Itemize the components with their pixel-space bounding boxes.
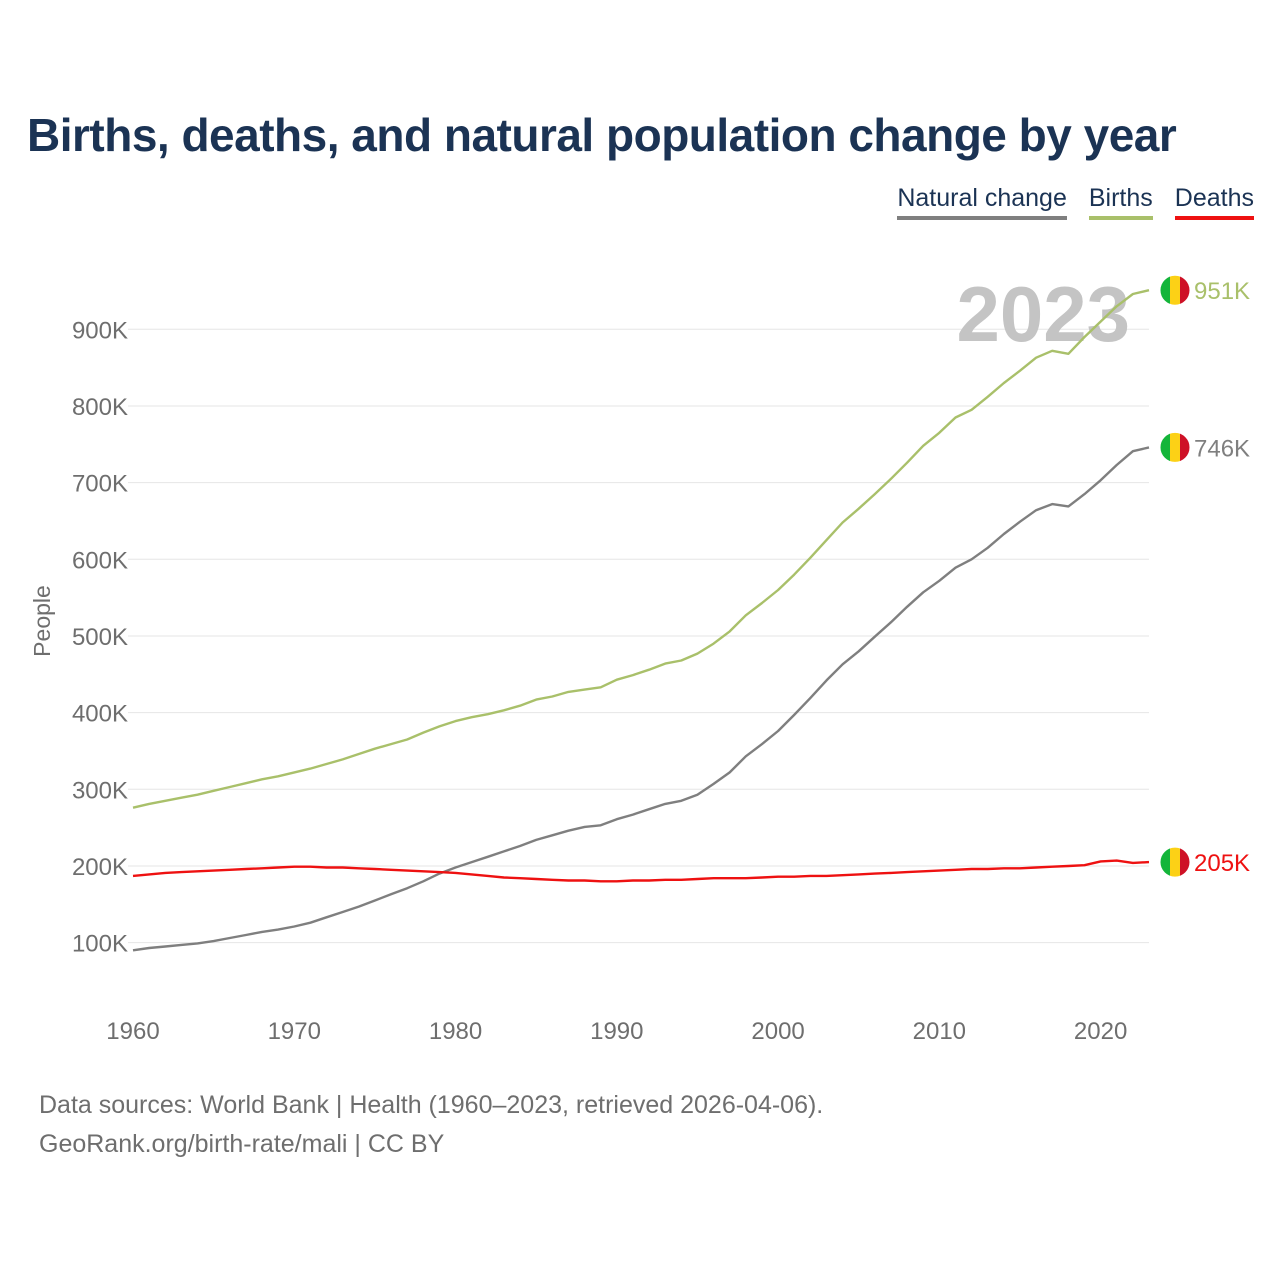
chart-legend: Natural change Births Deaths [897,184,1254,220]
x-tick-label: 1960 [106,1018,159,1045]
legend-births[interactable]: Births [1088,184,1153,220]
y-tick-label: 500K [72,624,128,651]
x-tick-label: 2000 [751,1018,804,1045]
x-tick-label: 2020 [1074,1018,1127,1045]
y-tick-label: 800K [72,394,128,421]
series [132,289,1150,952]
y-tick-label: 200K [72,854,128,881]
grid-lines [128,328,1149,944]
series-end-label: 951K [1194,278,1250,305]
mali-flag-icon [1160,432,1190,463]
line-chart: 2023 100K 200K 300K 400K 500K 600K 700K 800K 900… [29,270,1250,1045]
x-tick-label: 1970 [268,1018,321,1045]
x-axis: 1960 1970 1980 1990 2000 2010 2020 [106,1018,1127,1045]
source-note: Data sources: World Bank | Health (1960–… [39,1086,823,1164]
flag-border [1159,431,1191,463]
series-line-births[interactable] [132,289,1150,809]
series-end-label: 746K [1194,435,1250,462]
series-line-natural-change[interactable] [132,446,1150,952]
flag-border [1159,274,1191,306]
y-tick-label: 300K [72,777,128,804]
y-axis: 100K 200K 300K 400K 500K 600K 700K 800K 900K [72,317,128,957]
chart-title: Births, deaths, and natural population c… [27,109,1177,161]
mali-flag-icon [1160,847,1190,878]
series-end-markers: 951K 746K 205K [1159,274,1250,878]
x-tick-label: 2010 [913,1018,966,1045]
year-overlay: 2023 [956,270,1130,358]
series-end-label: 205K [1194,850,1250,877]
source-line-2: GeoRank.org/birth-rate/mali | CC BY [39,1130,445,1158]
x-tick-label: 1980 [429,1018,482,1045]
flag-border [1159,846,1191,878]
legend-natural-change[interactable]: Natural change [897,184,1067,220]
y-tick-label: 400K [72,701,128,728]
y-tick-label: 100K [72,931,128,958]
mali-flag-icon [1160,275,1190,306]
legend-deaths[interactable]: Deaths [1174,184,1254,220]
series-line-deaths[interactable] [132,859,1150,883]
y-tick-label: 900K [72,317,128,344]
y-tick-label: 600K [72,547,128,574]
x-tick-label: 1990 [590,1018,643,1045]
y-axis-label: People [29,585,55,657]
y-tick-label: 700K [72,471,128,498]
source-line-1: Data sources: World Bank | Health (1960–… [39,1091,824,1119]
